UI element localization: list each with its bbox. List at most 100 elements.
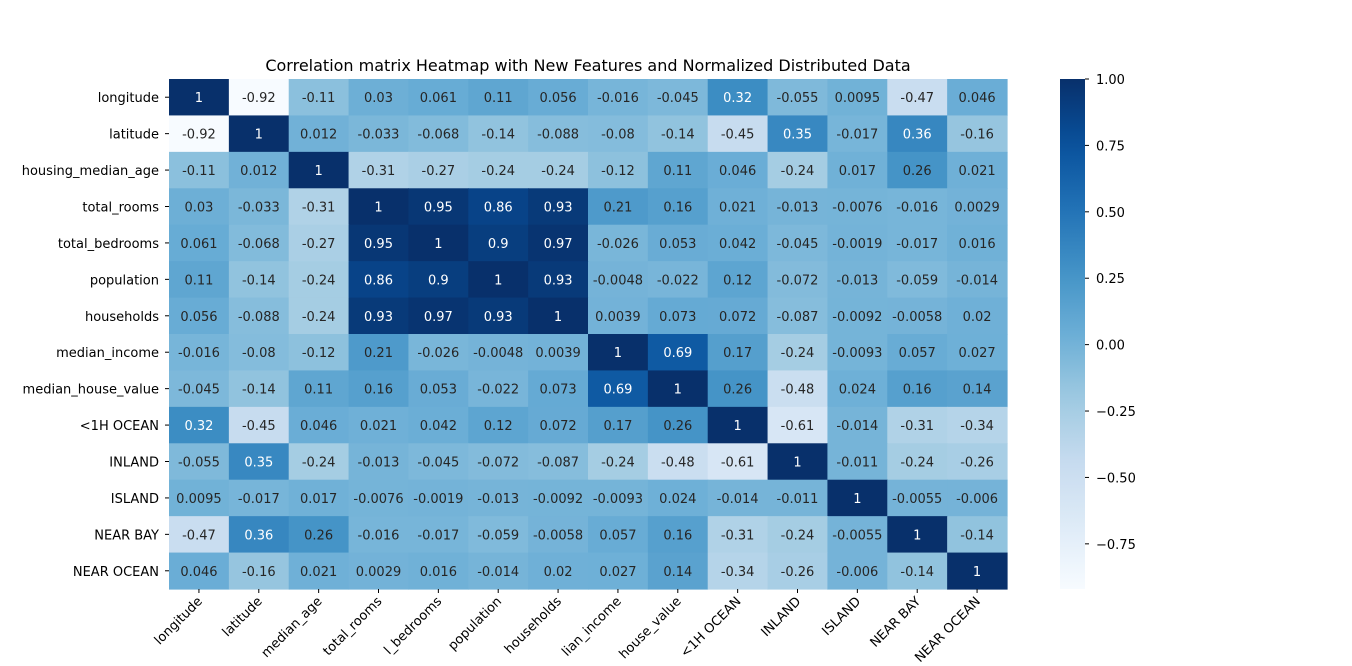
heatmap-cell: [528, 443, 589, 481]
heatmap-cell: [947, 151, 1008, 189]
cell-value-label: -0.92: [242, 91, 276, 106]
column-label: median_age: [259, 594, 326, 661]
heatmap-cell: [528, 261, 589, 299]
cell-value-label: 0.11: [184, 273, 213, 288]
heatmap-cell: [408, 443, 469, 481]
heatmap-cell: [947, 261, 1008, 299]
heatmap-cell: [887, 224, 948, 262]
cell-value-label: -0.61: [721, 456, 755, 471]
colorbar-tick-label: 0.50: [1096, 206, 1125, 221]
heatmap-cell: [707, 479, 769, 517]
heatmap-cell: [468, 443, 529, 481]
cell-value-label: -0.45: [721, 128, 755, 143]
heatmap-cell: [468, 334, 529, 372]
heatmap-cell: [647, 261, 709, 299]
heatmap-cell: [947, 552, 1008, 590]
heatmap-cell: [947, 370, 1008, 408]
heatmap-cell: [947, 115, 1008, 153]
cell-value-label: 0.11: [663, 164, 692, 179]
heatmap-cell: [827, 261, 888, 299]
heatmap-cell: [468, 552, 529, 590]
cell-value-label: 0.26: [903, 164, 932, 179]
heatmap-cell: [348, 188, 410, 226]
cell-value-label: -0.16: [960, 128, 994, 143]
heatmap-cell: [707, 224, 769, 262]
heatmap-cell: [707, 334, 769, 372]
cell-value-label: -0.0093: [832, 346, 882, 361]
cell-value-label: -0.033: [358, 128, 400, 143]
heatmap-cell: [588, 516, 649, 554]
cell-value-label: -0.31: [721, 528, 755, 543]
cell-value-label: -0.055: [777, 91, 819, 106]
cell-value-label: 0.016: [958, 237, 995, 252]
cell-value-label: 0.69: [603, 383, 632, 398]
cell-value-label: -0.24: [601, 456, 635, 471]
cell-value-label: -0.013: [777, 201, 819, 216]
cell-value-label: -0.0055: [832, 528, 882, 543]
cell-value-label: 0.17: [723, 346, 752, 361]
cell-value-label: 1: [374, 201, 382, 216]
heatmap-cell: [228, 406, 290, 444]
cell-value-label: 0.93: [364, 310, 393, 325]
heatmap-cell: [767, 297, 829, 335]
heatmap-cell: [947, 443, 1008, 481]
heatmap-cell: [348, 261, 410, 299]
row-label: population: [90, 273, 159, 288]
heatmap-cell: [588, 188, 649, 226]
cell-value-label: -0.14: [661, 128, 695, 143]
colorbar-tick-label: 0.75: [1096, 139, 1125, 154]
heatmap-cell: [348, 297, 410, 335]
heatmap-cell: [887, 370, 948, 408]
cell-value-label: 0.021: [719, 201, 756, 216]
heatmap-cell: [707, 406, 769, 444]
cell-value-label: 0.97: [424, 310, 453, 325]
cell-value-label: 1: [853, 492, 861, 507]
heatmap-cell: [647, 188, 709, 226]
row-label: NEAR OCEAN: [73, 565, 159, 580]
heatmap-cell: [767, 443, 829, 481]
heatmap-cell: [169, 79, 230, 117]
heatmap-cell: [348, 370, 410, 408]
row-label: households: [85, 310, 159, 325]
heatmap-cell: [288, 370, 350, 408]
heatmap-cell: [707, 443, 769, 481]
heatmap-cell: [767, 334, 829, 372]
heatmap-cell: [588, 406, 649, 444]
cell-value-label: 1: [494, 273, 502, 288]
cell-value-label: -0.24: [481, 164, 515, 179]
cell-value-label: -0.12: [302, 346, 336, 361]
heatmap-cell: [707, 552, 769, 590]
cell-value-label: -0.017: [836, 128, 878, 143]
cell-value-label: 0.021: [958, 164, 995, 179]
heatmap-cell: [827, 406, 888, 444]
heatmap-cell: [348, 479, 410, 517]
cell-value-label: 1: [255, 128, 263, 143]
cell-value-label: 0.86: [364, 273, 393, 288]
cell-value-label: -0.022: [477, 383, 519, 398]
cell-value-label: -0.08: [601, 128, 635, 143]
cell-value-label: 0.016: [420, 565, 457, 580]
cell-value-label: 0.9: [428, 273, 449, 288]
heatmap-cell: [228, 443, 290, 481]
cell-value-label: 0.0095: [835, 91, 881, 106]
cell-value-label: 0.35: [783, 128, 812, 143]
cell-value-label: 0.36: [244, 528, 273, 543]
heatmap-cell: [348, 443, 410, 481]
cell-value-label: -0.24: [781, 346, 815, 361]
cell-value-label: 1: [733, 419, 741, 434]
heatmap-cell: [288, 443, 350, 481]
cell-value-label: 0.024: [659, 492, 696, 507]
column-label: longitude: [152, 594, 206, 648]
cell-value-label: -0.0058: [892, 310, 942, 325]
cell-value-label: -0.24: [900, 456, 934, 471]
cell-value-label: -0.011: [777, 492, 819, 507]
heatmap-cell: [887, 516, 948, 554]
cell-value-label: -0.068: [238, 237, 280, 252]
cell-value-label: 1: [614, 346, 622, 361]
cell-value-label: -0.92: [182, 128, 216, 143]
heatmap-cell: [408, 334, 469, 372]
cell-value-label: -0.045: [657, 91, 699, 106]
heatmap-cell: [408, 370, 469, 408]
heatmap-cell: [887, 406, 948, 444]
